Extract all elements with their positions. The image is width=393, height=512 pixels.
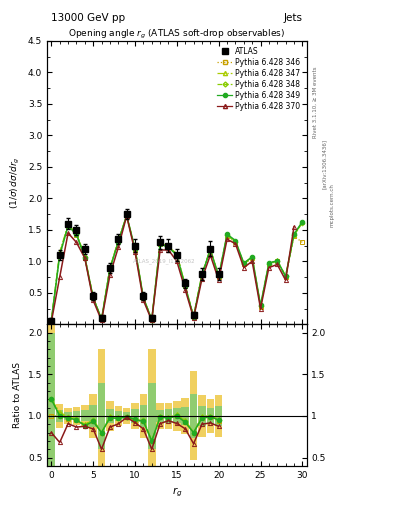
Bar [56, 404, 64, 428]
Text: mcplots.cern.ch: mcplots.cern.ch [329, 183, 334, 227]
Bar [131, 402, 139, 429]
Bar [81, 405, 88, 427]
Legend: ATLAS, Pythia 6.428 346, Pythia 6.428 347, Pythia 6.428 348, Pythia 6.428 349, P: ATLAS, Pythia 6.428 346, Pythia 6.428 34… [215, 45, 303, 113]
Bar [148, 382, 156, 449]
Title: Opening angle $r_g$ (ATLAS soft-drop observables): Opening angle $r_g$ (ATLAS soft-drop obs… [68, 28, 285, 41]
Text: ATLAS_2019_I1772062: ATLAS_2019_I1772062 [132, 258, 195, 264]
Bar [90, 405, 97, 427]
Bar [173, 409, 181, 423]
Bar [48, 324, 55, 466]
Bar [215, 395, 222, 437]
Bar [98, 349, 105, 466]
Bar [131, 409, 139, 422]
Bar [114, 411, 122, 421]
Bar [215, 406, 222, 426]
Bar [165, 402, 172, 429]
Y-axis label: $(1/\sigma)\,d\sigma/dr_g$: $(1/\sigma)\,d\sigma/dr_g$ [9, 156, 22, 209]
Bar [73, 412, 80, 420]
Bar [48, 333, 55, 466]
Bar [140, 405, 147, 427]
Bar [207, 399, 214, 433]
Bar [165, 409, 172, 422]
Bar [90, 394, 97, 438]
Bar [148, 349, 156, 466]
Bar [173, 401, 181, 431]
Bar [106, 409, 114, 423]
Bar [140, 394, 147, 438]
Bar [182, 407, 189, 425]
Bar [98, 382, 105, 449]
Bar [64, 408, 72, 424]
Text: Jets: Jets [284, 13, 303, 23]
Text: [arXiv:1306.3436]: [arXiv:1306.3436] [321, 139, 327, 189]
Bar [106, 401, 114, 431]
Bar [207, 408, 214, 424]
Bar [182, 398, 189, 434]
Text: 13000 GeV pp: 13000 GeV pp [51, 13, 125, 23]
X-axis label: $r_g$: $r_g$ [172, 485, 182, 499]
Bar [56, 410, 64, 422]
Bar [198, 406, 206, 426]
Bar [123, 412, 130, 420]
Bar [156, 410, 164, 422]
Bar [190, 394, 197, 438]
Bar [64, 412, 72, 420]
Bar [73, 407, 80, 425]
Bar [114, 406, 122, 426]
Bar [198, 395, 206, 437]
Bar [156, 403, 164, 429]
Bar [123, 408, 130, 423]
Text: Rivet 3.1.10, ≥ 3M events: Rivet 3.1.10, ≥ 3M events [312, 67, 318, 138]
Bar [81, 411, 88, 421]
Bar [190, 372, 197, 460]
Y-axis label: Ratio to ATLAS: Ratio to ATLAS [13, 362, 22, 428]
